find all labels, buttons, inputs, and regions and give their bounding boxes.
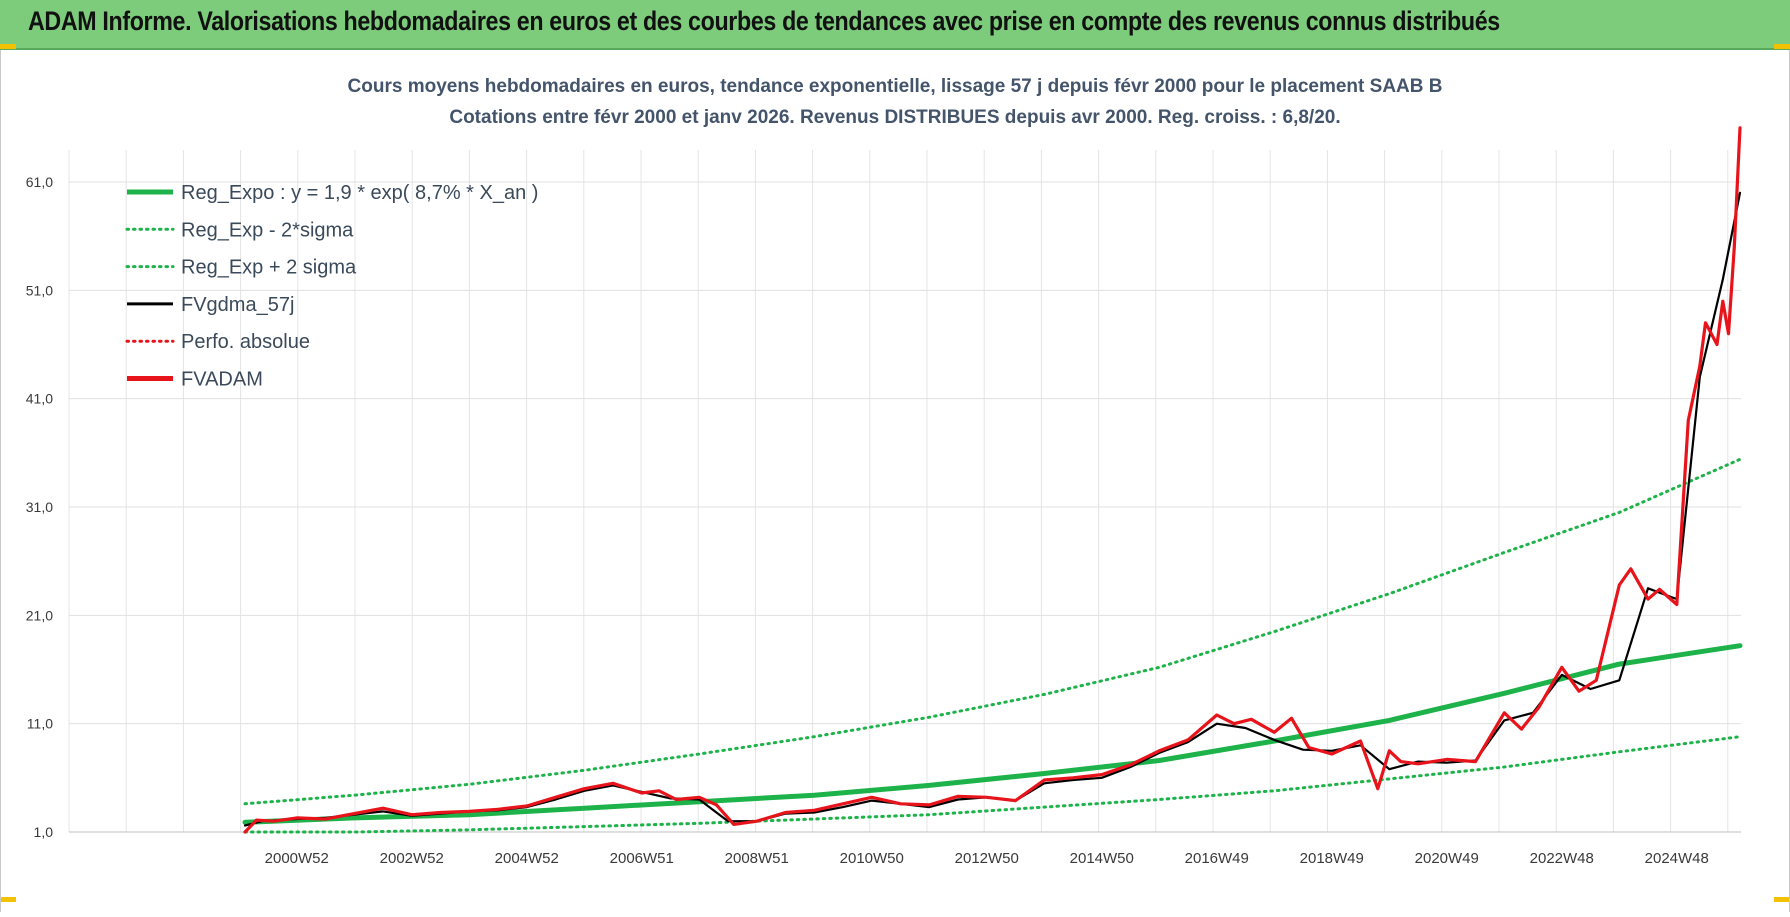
x-tick-label: 2018W49 — [1300, 850, 1364, 867]
legend-label-fvadam: FVADAM — [181, 369, 263, 391]
series-reg-expo — [242, 643, 1743, 825]
x-tick-label: 2002W52 — [380, 850, 444, 867]
y-tick-label: 41,0 — [26, 391, 53, 407]
x-tick-label: 2020W49 — [1415, 850, 1479, 867]
x-tick-label: 2008W51 — [725, 850, 789, 867]
x-tick-label: 2006W51 — [610, 850, 674, 867]
legend-label-reg_expo: Reg_Expo : y = 1,9 * exp( 8,7% * X_an ) — [181, 182, 538, 204]
corner-mark-bottom-left — [0, 897, 16, 902]
x-tick-label: 2024W48 — [1645, 850, 1709, 867]
y-axis: 1,0 11,0 21,0 31,0 41,0 51,0 61,0 — [26, 174, 53, 840]
corner-mark-bottom-right — [1774, 897, 1790, 902]
legend-label-perfo: Perfo. absolue — [181, 331, 310, 353]
legend: Reg_Expo : y = 1,9 * exp( 8,7% * X_an ) R… — [125, 182, 538, 391]
series-reg-exp-2-sigma — [243, 457, 1742, 806]
chart-subtitle: Cotations entre févr 2000 et janv 2026. … — [449, 107, 1340, 128]
series-layer — [242, 126, 1743, 834]
header-title: ADAM Informe. Valorisations hebdomadaire… — [28, 6, 1500, 36]
legend-label-fvgdma: FVgdma_57j — [181, 294, 294, 316]
legend-label-reg_minus: Reg_Exp - 2*sigma — [181, 219, 354, 241]
corner-mark-right — [1774, 44, 1790, 49]
chart-title: Cours moyens hebdomadaires en euros, ten… — [348, 76, 1443, 97]
x-tick-label: 2010W50 — [840, 850, 904, 867]
chart-area: Cours moyens hebdomadaires en euros, ten… — [0, 50, 1790, 912]
y-tick-label: 11,0 — [27, 716, 53, 732]
x-axis: 2000W52 2002W52 2004W52 2006W51 2008W51 2010W… — [265, 850, 1709, 867]
corner-mark-left — [0, 44, 16, 49]
x-tick-label: 2004W52 — [495, 850, 559, 867]
y-tick-label: 61,0 — [26, 174, 53, 190]
series-fvadam — [243, 126, 1742, 834]
series-reg-exp-2-sigma — [243, 735, 1742, 834]
x-tick-label: 2022W48 — [1530, 850, 1594, 867]
line-chart: Cours moyens hebdomadaires en euros, ten… — [26, 76, 1743, 867]
y-tick-label: 31,0 — [26, 499, 53, 515]
y-tick-label: 21,0 — [26, 607, 53, 623]
grid — [68, 150, 1741, 833]
x-tick-label: 2014W50 — [1070, 850, 1134, 867]
x-tick-label: 2016W49 — [1185, 850, 1249, 867]
x-tick-label: 2012W50 — [955, 850, 1019, 867]
y-tick-label: 51,0 — [26, 282, 53, 298]
x-tick-label: 2000W52 — [265, 850, 329, 867]
legend-label-reg_plus: Reg_Exp + 2 sigma — [181, 257, 357, 279]
y-tick-label: 1,0 — [34, 824, 54, 840]
header-banner: ADAM Informe. Valorisations hebdomadaire… — [0, 0, 1790, 50]
